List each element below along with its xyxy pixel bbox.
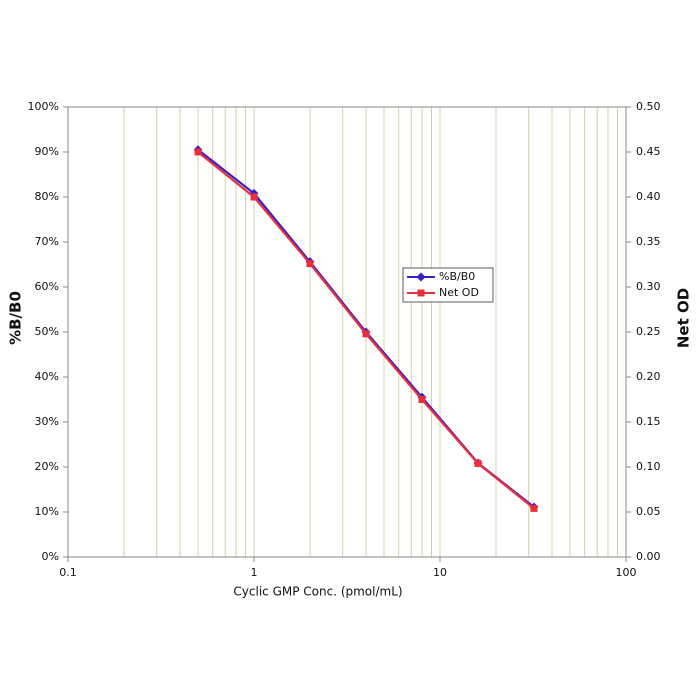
y2-axis-title: Net OD	[675, 288, 693, 348]
marker	[530, 504, 538, 512]
x-tick-label: 100	[616, 566, 637, 579]
y-axis-title: %B/B0	[7, 291, 25, 345]
marker	[306, 260, 314, 268]
marker	[474, 459, 482, 467]
marker	[250, 193, 258, 201]
y2-tick-label: 0.35	[636, 235, 661, 248]
x-axis-title: Cyclic GMP Conc. (pmol/mL)	[233, 585, 402, 599]
y2-tick-label: 0.30	[636, 280, 661, 293]
y-tick-label: 90%	[35, 145, 59, 158]
y2-tick-label: 0.10	[636, 460, 661, 473]
legend-label: %B/B0	[439, 270, 475, 283]
x-tick-label: 0.1	[59, 566, 77, 579]
x-tick-label: 10	[433, 566, 447, 579]
y2-tick-label: 0.45	[636, 145, 661, 158]
legend: %B/B0 Net OD	[402, 267, 494, 303]
y-tick-label: 10%	[35, 505, 59, 518]
y2-tick-label: 0.50	[636, 100, 661, 113]
y2-tick-label: 0.40	[636, 190, 661, 203]
y2-tick-label: 0.20	[636, 370, 661, 383]
legend-label: Net OD	[439, 286, 479, 299]
y-tick-label: 30%	[35, 415, 59, 428]
legend-marker	[417, 289, 425, 297]
y-tick-label: 50%	[35, 325, 59, 338]
x-tick-label: 1	[251, 566, 258, 579]
plot-border	[67, 106, 627, 558]
legend-marker	[416, 272, 426, 282]
y2-tick-label: 0.15	[636, 415, 661, 428]
y-tick-label: 20%	[35, 460, 59, 473]
marker	[362, 330, 370, 338]
marker	[418, 396, 426, 403]
y-tick-label: 40%	[35, 370, 59, 383]
y2-tick-label: 0.05	[636, 505, 661, 518]
y-tick-label: 100%	[28, 100, 59, 113]
marker	[194, 148, 202, 156]
y-tick-label: 80%	[35, 190, 59, 203]
y-tick-label: 70%	[35, 235, 59, 248]
y2-tick-label: 0.00	[636, 550, 661, 563]
y-tick-label: 60%	[35, 280, 59, 293]
y-tick-label: 0%	[42, 550, 59, 563]
y2-tick-label: 0.25	[636, 325, 661, 338]
